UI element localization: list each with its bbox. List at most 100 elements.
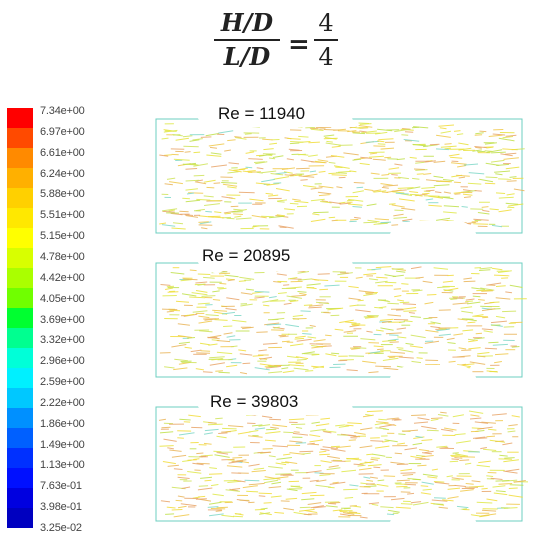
velocity-vector [298, 175, 315, 178]
velocity-vector [380, 327, 394, 331]
velocity-vector [502, 148, 518, 151]
velocity-vector [195, 368, 204, 371]
velocity-vector [481, 206, 489, 208]
velocity-vector [409, 191, 419, 193]
velocity-vector [455, 440, 471, 444]
velocity-vector [209, 362, 225, 366]
velocity-vector [446, 475, 453, 478]
velocity-vector [396, 479, 410, 482]
velocity-vector [382, 440, 390, 443]
fraction-bar [314, 39, 338, 41]
velocity-vector [395, 192, 409, 195]
velocity-vector [308, 154, 318, 157]
velocity-vector [483, 330, 493, 333]
velocity-vector [474, 134, 483, 136]
velocity-vector [312, 506, 326, 509]
velocity-vector [411, 414, 427, 416]
scale-tick-label: 1.86e+00 [40, 417, 85, 430]
velocity-vector [473, 218, 489, 221]
velocity-vector [458, 142, 469, 146]
velocity-vector [323, 431, 332, 434]
velocity-vector [404, 131, 414, 133]
velocity-vector [386, 513, 395, 516]
velocity-vector [423, 317, 433, 320]
velocity-vector [272, 424, 288, 428]
scale-swatch [7, 168, 33, 188]
velocity-vector [254, 367, 270, 371]
velocity-vector [368, 502, 380, 505]
velocity-vector [348, 198, 364, 202]
velocity-vector [412, 289, 423, 292]
velocity-vector [216, 340, 231, 343]
velocity-vector [182, 163, 199, 166]
scale-tick-label: 2.59e+00 [40, 376, 85, 389]
velocity-vector [198, 485, 209, 487]
velocity-vector [189, 139, 200, 142]
velocity-vector [258, 495, 266, 497]
velocity-vector [208, 343, 218, 346]
velocity-vector [394, 128, 410, 133]
velocity-vector [465, 483, 474, 485]
velocity-vector [369, 476, 378, 479]
velocity-vector [254, 291, 270, 293]
velocity-vector [240, 292, 253, 295]
velocity-vector [181, 293, 197, 297]
velocity-vector [367, 219, 380, 223]
velocity-vector [433, 160, 446, 163]
velocity-vector [320, 417, 331, 420]
velocity-vector [227, 459, 235, 461]
velocity-vector [183, 278, 198, 281]
velocity-vector [370, 458, 379, 461]
velocity-vector [389, 341, 399, 343]
velocity-vector [262, 342, 278, 345]
velocity-vector [396, 270, 406, 273]
velocity-vector [309, 127, 319, 130]
velocity-vector [346, 457, 360, 460]
velocity-vector [387, 338, 399, 342]
velocity-vector [480, 447, 487, 450]
velocity-vector [401, 307, 417, 310]
velocity-vector [411, 126, 420, 129]
velocity-vector [359, 486, 371, 488]
velocity-vector [268, 455, 276, 458]
velocity-vector [425, 179, 440, 182]
velocity-vector [500, 153, 513, 157]
velocity-vector [370, 440, 384, 442]
velocity-vector [325, 142, 342, 146]
velocity-vector [380, 147, 395, 150]
velocity-vector [401, 134, 409, 136]
velocity-vector [378, 418, 387, 421]
velocity-vector [264, 476, 281, 480]
velocity-vector [344, 321, 357, 324]
velocity-vector [447, 342, 456, 344]
velocity-vector [493, 492, 508, 496]
velocity-vector [505, 202, 519, 205]
velocity-vector [235, 137, 247, 140]
velocity-vector [389, 351, 406, 354]
velocity-vector [281, 340, 290, 343]
velocity-vector [208, 501, 222, 505]
velocity-vector [339, 202, 351, 205]
velocity-vector [311, 421, 320, 424]
velocity-vector [177, 495, 185, 498]
velocity-vector [400, 468, 413, 472]
velocity-vector [212, 216, 225, 219]
velocity-vector [499, 454, 508, 457]
value-numerator: 4 [318, 9, 334, 37]
velocity-vector [315, 423, 330, 427]
scale-swatch [7, 248, 33, 268]
velocity-vector [198, 315, 210, 319]
velocity-vector [467, 182, 482, 185]
velocity-vector [426, 294, 437, 296]
velocity-vector [372, 189, 382, 192]
velocity-vector [465, 298, 475, 301]
velocity-vector [286, 158, 294, 161]
velocity-vector [297, 153, 309, 156]
velocity-vector [192, 310, 208, 313]
velocity-vector [349, 304, 359, 307]
velocity-vector [247, 170, 256, 172]
velocity-vector [363, 293, 377, 297]
velocity-vector [171, 227, 186, 230]
velocity-vector [275, 462, 287, 466]
velocity-vector [286, 355, 299, 359]
